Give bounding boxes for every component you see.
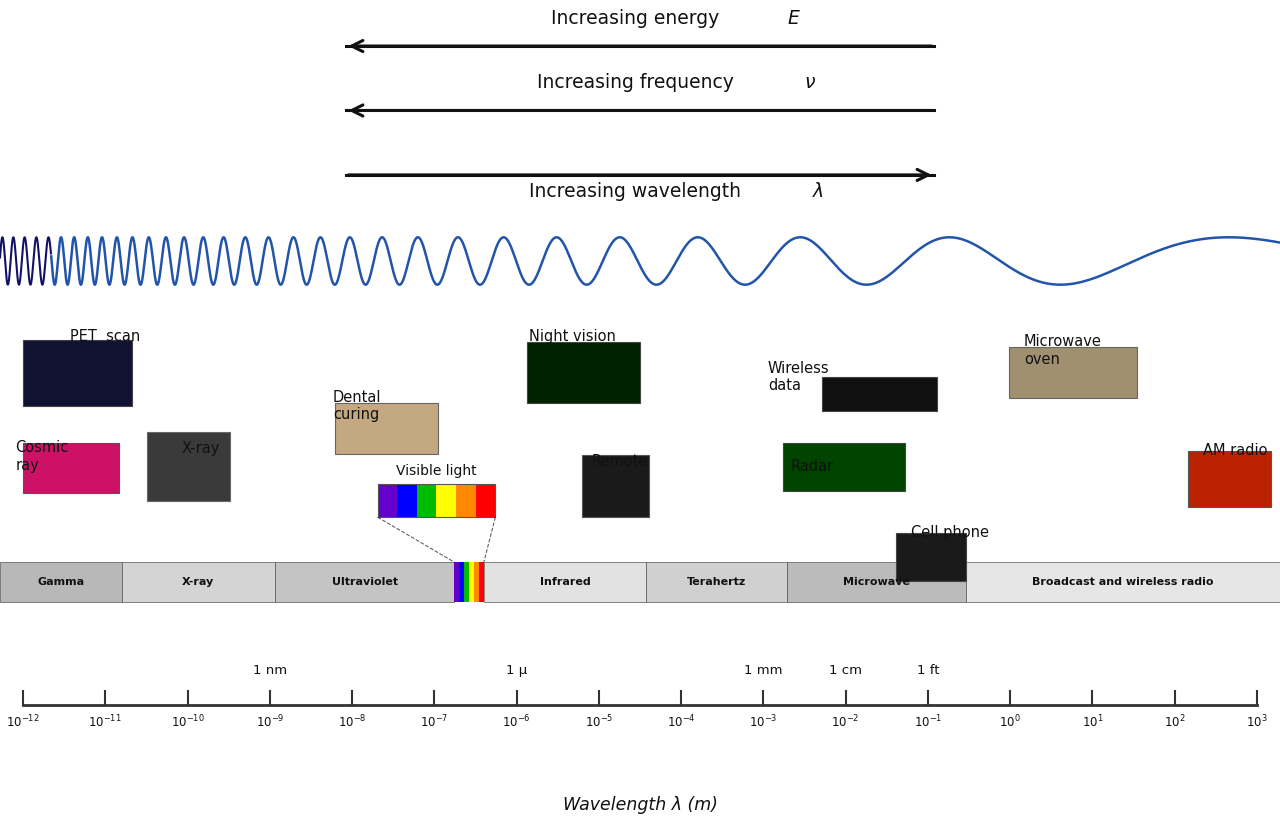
Text: X-ray: X-ray <box>182 577 215 587</box>
Bar <box>896 533 966 581</box>
Text: Increasing wavelength: Increasing wavelength <box>529 182 751 201</box>
Text: AM radio: AM radio <box>1203 443 1267 458</box>
Text: Wireless
data: Wireless data <box>768 361 829 393</box>
Text: Night vision: Night vision <box>529 329 616 344</box>
Text: Wavelength λ (m): Wavelength λ (m) <box>563 796 717 814</box>
Bar <box>783 443 905 491</box>
Bar <box>527 342 640 403</box>
Text: 1 cm: 1 cm <box>829 664 863 677</box>
Text: Terahertz: Terahertz <box>687 577 746 587</box>
Text: X-ray: X-ray <box>182 441 220 456</box>
Bar <box>378 484 495 517</box>
Text: Cosmic
ray: Cosmic ray <box>15 441 69 473</box>
Bar <box>417 484 436 517</box>
Text: $10^{-8}$: $10^{-8}$ <box>338 713 366 730</box>
Bar <box>465 562 470 602</box>
Bar <box>470 562 474 602</box>
Text: 1 nm: 1 nm <box>252 664 287 677</box>
Text: Remote: Remote <box>591 454 648 469</box>
Text: λ: λ <box>813 182 824 201</box>
Text: $10^{-5}$: $10^{-5}$ <box>585 713 613 730</box>
Bar <box>582 455 649 517</box>
Text: Dental
curing: Dental curing <box>333 390 381 423</box>
Text: 1 μ: 1 μ <box>506 664 527 677</box>
Text: $10^{1}$: $10^{1}$ <box>1082 713 1103 730</box>
Bar <box>646 562 787 602</box>
Text: $10^{0}$: $10^{0}$ <box>1000 713 1021 730</box>
Bar <box>479 562 484 602</box>
Text: $10^{-4}$: $10^{-4}$ <box>667 713 695 730</box>
Bar <box>460 562 465 602</box>
Bar <box>23 443 119 493</box>
Bar <box>476 484 495 517</box>
Text: Microwave: Microwave <box>844 577 910 587</box>
Bar <box>436 484 456 517</box>
Text: Increasing frequency: Increasing frequency <box>536 73 744 92</box>
Text: Gamma: Gamma <box>37 577 84 587</box>
Text: 1 ft: 1 ft <box>916 664 940 677</box>
Text: 1 mm: 1 mm <box>744 664 782 677</box>
Bar <box>378 484 397 517</box>
Bar <box>1009 348 1137 398</box>
Bar <box>0 562 122 602</box>
Bar <box>122 562 275 602</box>
Text: PET  scan: PET scan <box>70 329 141 344</box>
Text: $10^{-2}$: $10^{-2}$ <box>832 713 860 730</box>
Text: Radar: Radar <box>791 459 835 473</box>
Text: $10^{-3}$: $10^{-3}$ <box>749 713 778 730</box>
Text: Increasing energy: Increasing energy <box>550 8 730 28</box>
Bar <box>454 562 460 602</box>
Bar <box>456 484 476 517</box>
Text: $10^{-6}$: $10^{-6}$ <box>502 713 531 730</box>
Text: E: E <box>787 8 799 28</box>
Text: Visible light: Visible light <box>397 464 476 478</box>
Text: Infrared: Infrared <box>540 577 590 587</box>
Text: Microwave
oven: Microwave oven <box>1024 335 1102 367</box>
Bar <box>147 432 230 501</box>
Bar <box>966 562 1280 602</box>
Text: $10^{-10}$: $10^{-10}$ <box>170 713 205 730</box>
Bar <box>484 562 646 602</box>
Bar <box>397 484 417 517</box>
Bar <box>275 562 454 602</box>
Text: Ultraviolet: Ultraviolet <box>332 577 398 587</box>
Bar <box>335 403 438 454</box>
Text: $10^{-1}$: $10^{-1}$ <box>914 713 942 730</box>
Text: ν: ν <box>804 73 814 92</box>
Bar <box>474 562 479 602</box>
Bar <box>822 376 937 411</box>
Bar <box>23 339 132 406</box>
Text: $10^{-11}$: $10^{-11}$ <box>88 713 122 730</box>
Text: $10^{-12}$: $10^{-12}$ <box>6 713 40 730</box>
Bar <box>1188 451 1271 506</box>
Text: Broadcast and wireless radio: Broadcast and wireless radio <box>1033 577 1213 587</box>
Text: $10^{2}$: $10^{2}$ <box>1164 713 1185 730</box>
Text: $10^{3}$: $10^{3}$ <box>1247 713 1267 730</box>
Text: Cell phone: Cell phone <box>911 525 989 540</box>
Text: $10^{-9}$: $10^{-9}$ <box>256 713 284 730</box>
Text: $10^{-7}$: $10^{-7}$ <box>420 713 448 730</box>
Bar <box>787 562 966 602</box>
